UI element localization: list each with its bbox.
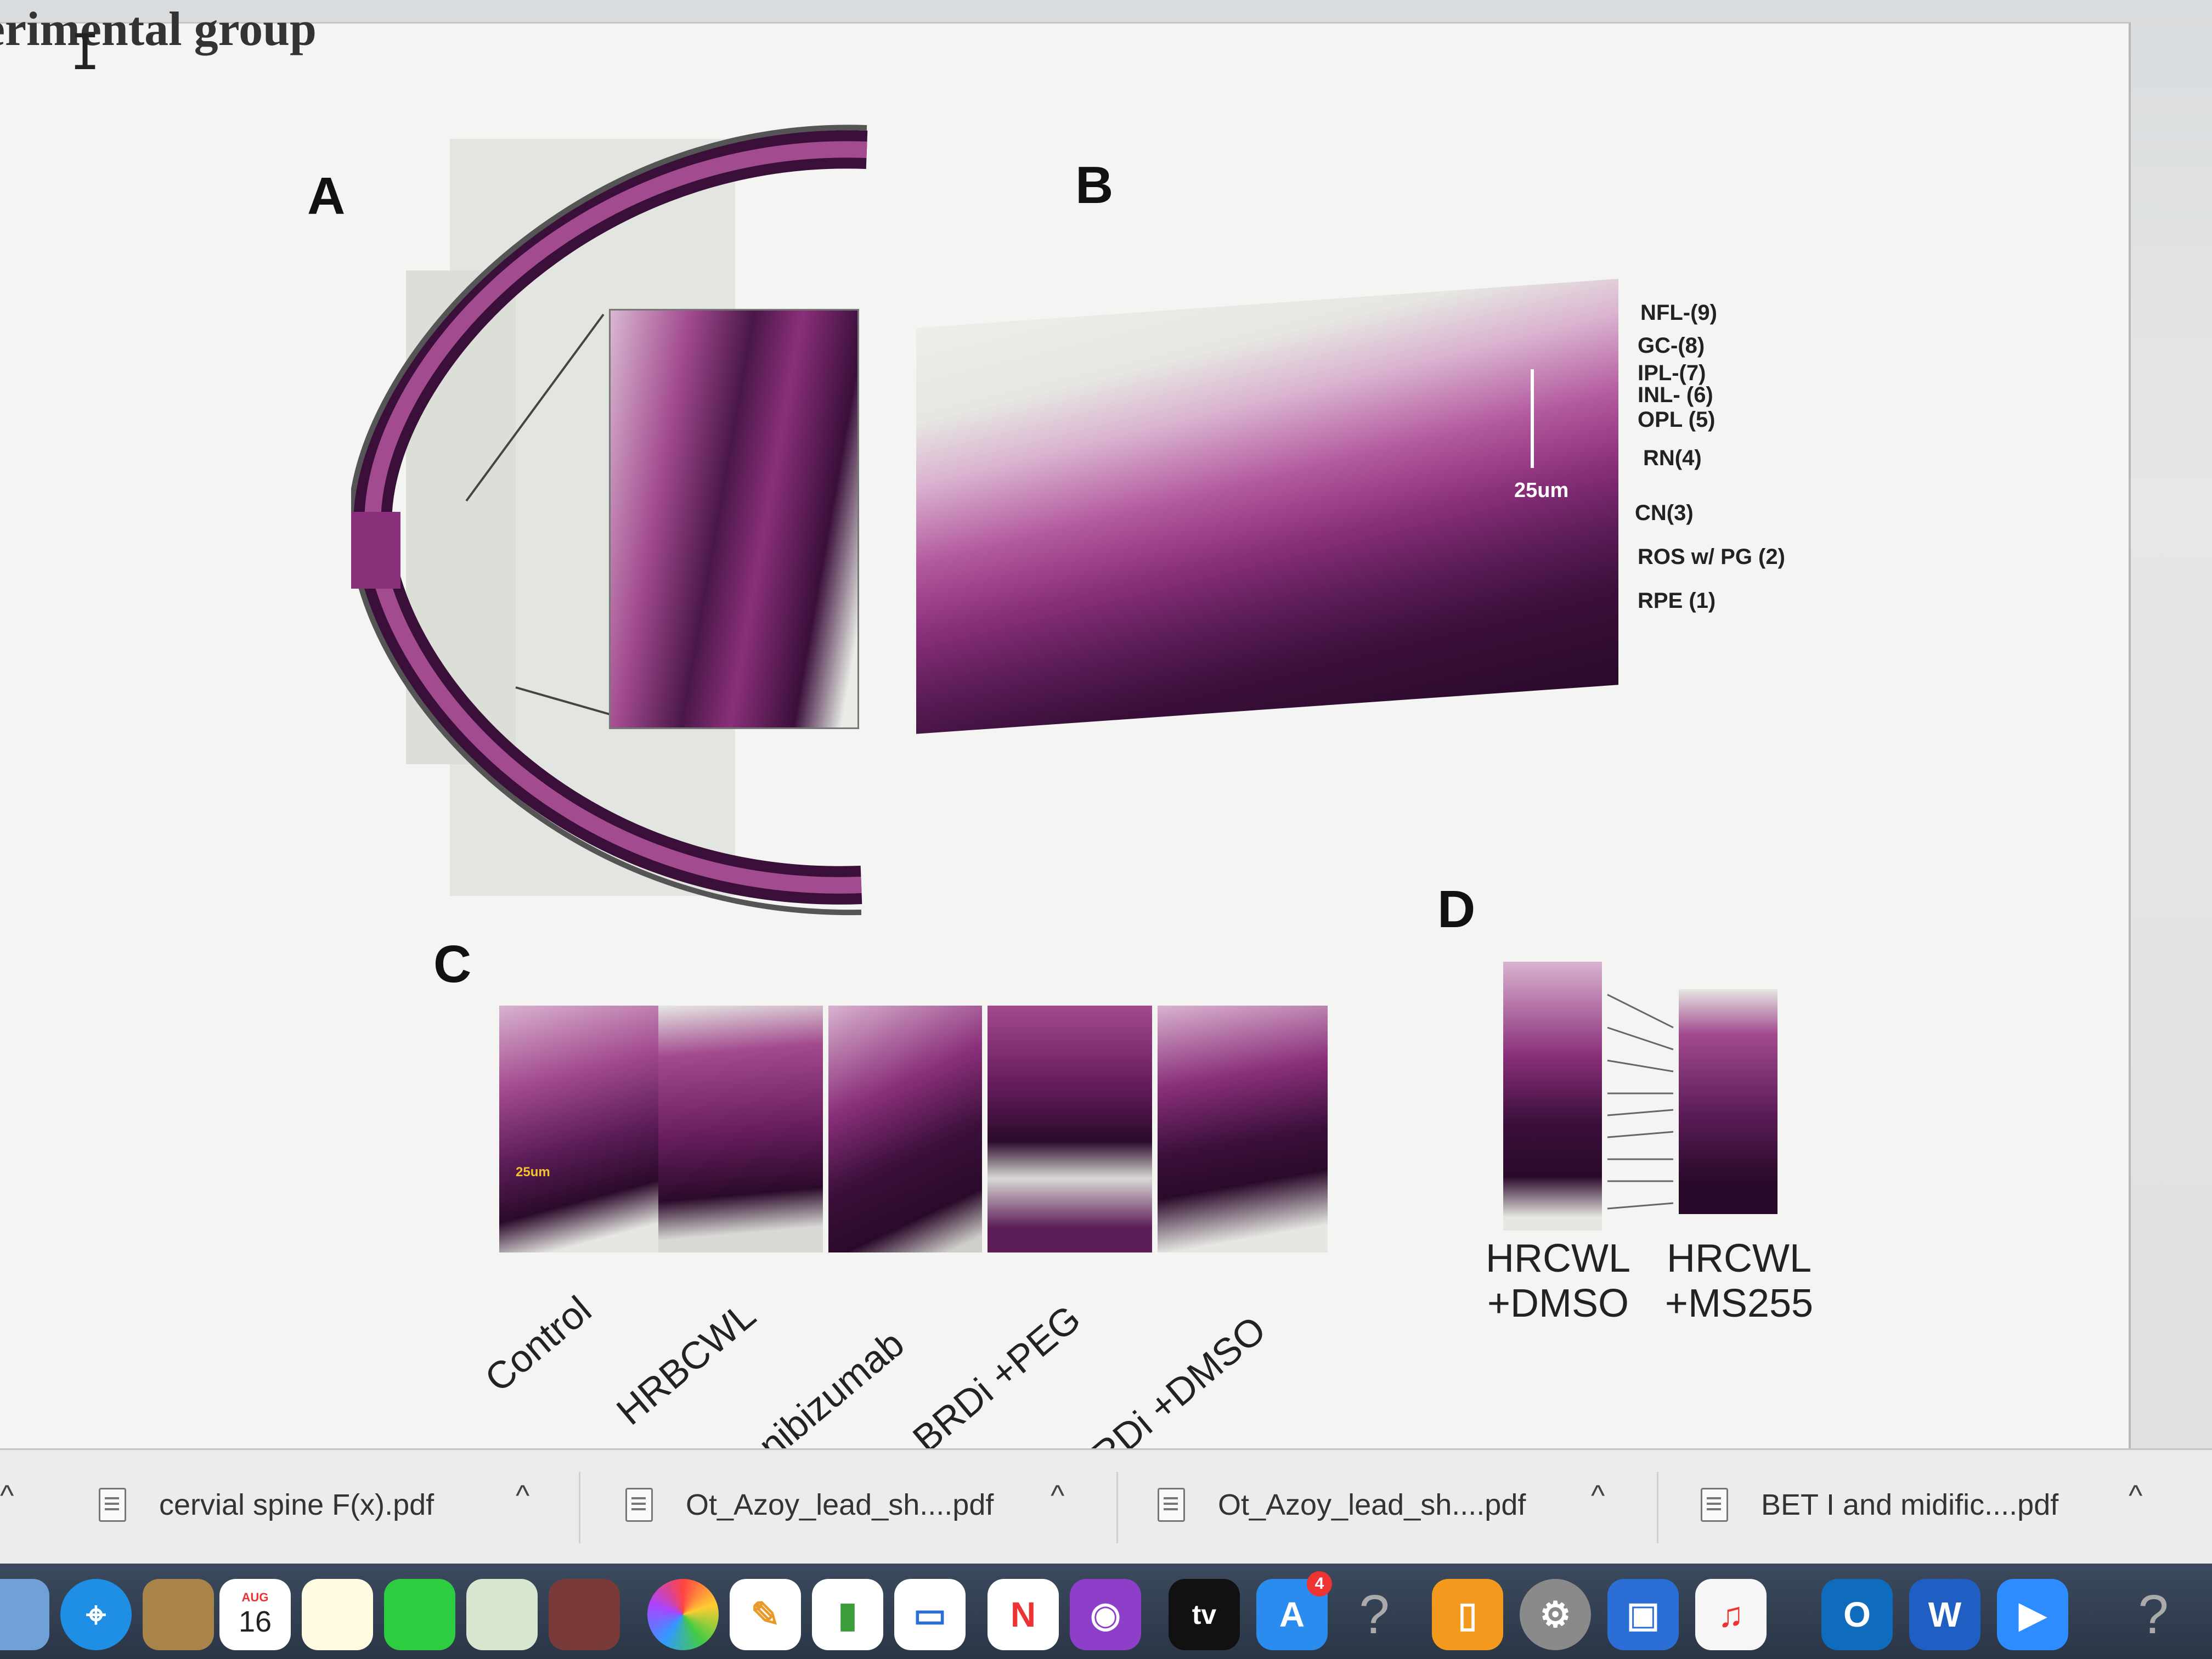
c-label-control: Control <box>477 1288 600 1401</box>
calendar-month: AUG <box>241 1590 269 1604</box>
layer-label-gc: GC-(8) <box>1638 334 1705 358</box>
keynote-icon[interactable]: ▭ <box>894 1579 966 1650</box>
c-panel-control <box>499 1006 658 1252</box>
pdf-file-icon <box>625 1488 653 1522</box>
download-item-1[interactable]: cervial spine F(x).pdf <box>99 1472 434 1538</box>
divider <box>579 1472 580 1543</box>
music-icon[interactable]: ♫ <box>1695 1579 1767 1650</box>
app-store-badge: 4 <box>1307 1571 1332 1596</box>
layer-label-ipl: IPL-(7) <box>1638 361 1706 385</box>
app-store-icon[interactable]: A 4 <box>1256 1571 1332 1650</box>
panel-letter-b: B <box>1075 156 1114 215</box>
podcasts-icon[interactable]: ◉ <box>1070 1579 1141 1650</box>
calendar-icon[interactable]: AUG 16 <box>219 1579 291 1650</box>
apple-tv-icon[interactable]: tv <box>1169 1579 1240 1650</box>
books-icon[interactable]: ▯ <box>1432 1579 1503 1650</box>
maps-icon[interactable] <box>466 1579 538 1650</box>
download-item-1-chevron-up-icon[interactable]: ^ <box>516 1479 530 1512</box>
system-preferences-icon[interactable]: ⚙ <box>1520 1579 1591 1650</box>
download-item-2[interactable]: Ot_Azoy_lead_sh....pdf <box>625 1472 994 1538</box>
downloads-bar: ^ cervial spine F(x).pdf ^ Ot_Azoy_lead_… <box>0 1448 2212 1565</box>
calendar-day: 16 <box>238 1605 272 1638</box>
download-item-3[interactable]: Ot_Azoy_lead_sh....pdf <box>1158 1472 1526 1538</box>
panel-a-inset <box>609 309 859 729</box>
c-panel-hrbcwl <box>658 1006 823 1252</box>
pages-icon[interactable]: ✎ <box>730 1579 801 1650</box>
download-item-1-name: cervial spine F(x).pdf <box>159 1488 435 1521</box>
divider <box>1116 1472 1118 1543</box>
apple-tv-label: tv <box>1192 1599 1217 1630</box>
c-label-brdi-peg: BRDi +PEG <box>905 1296 1088 1461</box>
c-panel-brdi-dmso <box>1158 1006 1328 1252</box>
download-item-4-name: BET I and midific....pdf <box>1761 1488 2059 1521</box>
unknown-app-icon[interactable]: ? <box>1359 1583 1390 1645</box>
photo-booth-icon[interactable] <box>549 1579 620 1650</box>
word-icon[interactable]: W <box>1909 1579 1980 1650</box>
outlook-icon[interactable]: O <box>1821 1579 1893 1650</box>
d-label-hrcwl-dmso: HRCWL +DMSO <box>1470 1236 1646 1326</box>
download-item-4[interactable]: BET I and midific....pdf <box>1701 1472 2058 1538</box>
notes-app-icon[interactable] <box>143 1579 214 1650</box>
safari-icon[interactable]: ⌖ <box>60 1579 132 1650</box>
photos-icon[interactable] <box>647 1579 719 1650</box>
pdf-file-icon <box>1158 1488 1185 1522</box>
layer-label-nfl: NFL-(9) <box>1640 301 1717 325</box>
panel-letter-d: D <box>1437 880 1476 939</box>
d-label-hrcwl-ms255-line2: +MS255 <box>1664 1282 1814 1325</box>
document-page[interactable]: erimental group I A <box>0 3 2131 1499</box>
unknown-app-icon-2[interactable]: ? <box>2138 1583 2169 1645</box>
divider <box>1657 1472 1658 1543</box>
layer-label-opl: OPL (5) <box>1638 408 1716 432</box>
c-panel-ranibizumab <box>828 1006 982 1252</box>
panel-b-scale-bar <box>1531 369 1534 468</box>
zoom-icon[interactable]: ▶ <box>1997 1579 2068 1650</box>
panel-b-retina-section <box>916 279 1618 734</box>
news-icon[interactable]: N <box>988 1579 1059 1650</box>
download-item-3-chevron-up-icon[interactable]: ^ <box>1591 1479 1605 1512</box>
layer-label-rpe: RPE (1) <box>1638 589 1716 613</box>
c-scale-label: 25um <box>516 1165 550 1180</box>
d-label-hrcwl-dmso-line2: +DMSO <box>1487 1282 1629 1325</box>
pdf-file-icon <box>99 1488 126 1522</box>
text-cursor-icon: I <box>70 24 100 81</box>
layer-label-ros: ROS w/ PG (2) <box>1638 545 1785 569</box>
c-panel-brdi-peg <box>988 1006 1152 1252</box>
panel-letter-c: C <box>433 935 472 994</box>
numbers-icon[interactable]: ▮ <box>812 1579 883 1650</box>
d-label-hrcwl-dmso-line1: HRCWL <box>1486 1237 1630 1280</box>
d-panel-hrcwl-dmso <box>1503 962 1602 1231</box>
layer-label-inl: INL- (6) <box>1638 383 1713 407</box>
layer-label-rn: RN(4) <box>1643 446 1702 470</box>
c-label-hrbcwl: HRBCWL <box>608 1293 764 1434</box>
facetime-icon[interactable] <box>384 1579 455 1650</box>
finder-icon[interactable] <box>0 1579 49 1650</box>
d-label-hrcwl-ms255: HRCWL +MS255 <box>1651 1236 1827 1326</box>
preview-icon[interactable]: ▣ <box>1607 1579 1679 1650</box>
d-panel-hrcwl-ms255 <box>1679 989 1778 1214</box>
downloads-scroll-left-icon[interactable]: ^ <box>0 1479 14 1512</box>
layer-label-cn: CN(3) <box>1635 501 1694 525</box>
download-item-2-chevron-up-icon[interactable]: ^ <box>1051 1479 1065 1512</box>
panel-b-scale-label: 25um <box>1514 479 1569 502</box>
pdf-file-icon <box>1701 1488 1728 1522</box>
download-item-4-chevron-up-icon[interactable]: ^ <box>2129 1479 2143 1512</box>
document-heading: erimental group <box>0 3 317 56</box>
download-item-2-name: Ot_Azoy_lead_sh....pdf <box>686 1488 994 1521</box>
panel-letter-a: A <box>307 167 346 225</box>
macos-dock: ⌖ AUG 16 ✎ ▮ ▭ N ◉ tv A 4 ? ▯ ⚙ ▣ ♫ O W … <box>0 1564 2212 1659</box>
d-layer-connector-lines <box>1607 994 1674 1210</box>
notes-icon[interactable] <box>302 1579 373 1650</box>
d-label-hrcwl-ms255-line1: HRCWL <box>1667 1237 1812 1280</box>
download-item-3-name: Ot_Azoy_lead_sh....pdf <box>1218 1488 1526 1521</box>
